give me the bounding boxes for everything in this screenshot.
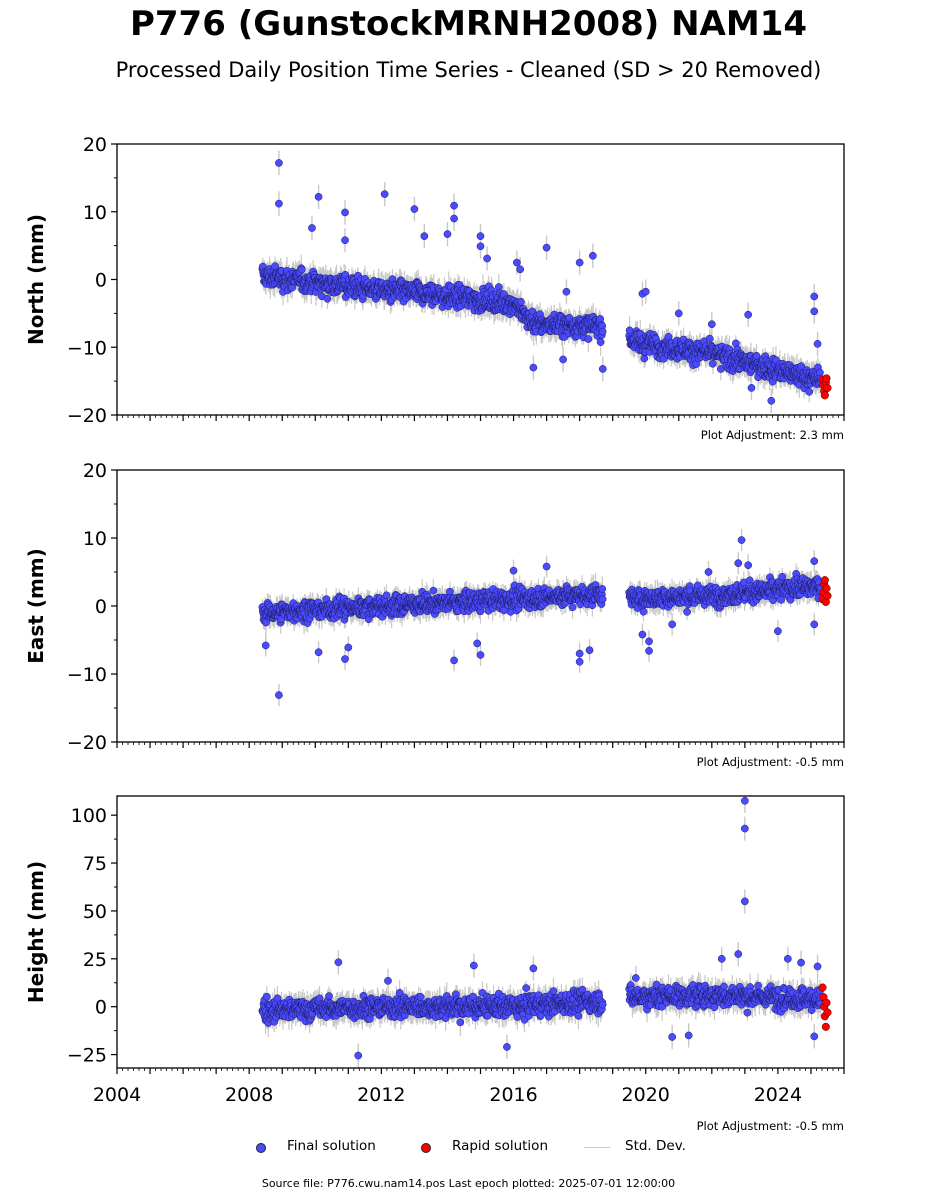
rapid-point bbox=[820, 391, 829, 400]
chart-title: P776 (GunstockMRNH2008) NAM14 bbox=[129, 4, 808, 44]
final-point-outlier bbox=[767, 396, 776, 405]
plot-adjustment-note: Plot Adjustment: 2.3 mm bbox=[701, 428, 844, 442]
final-point-outlier bbox=[744, 310, 753, 319]
final-point bbox=[625, 326, 634, 335]
final-point-outlier bbox=[810, 307, 819, 316]
final-point-outlier bbox=[380, 190, 389, 198]
final-point-outlier bbox=[275, 159, 283, 167]
rapid-point bbox=[822, 374, 831, 383]
final-point bbox=[705, 334, 714, 343]
y-tick-label: 10 bbox=[83, 202, 107, 224]
final-point-outlier bbox=[589, 251, 597, 260]
final-point-outlier bbox=[450, 201, 458, 210]
y-axis-label: North (mm) bbox=[24, 214, 48, 345]
y-tick-label: −10 bbox=[67, 337, 107, 359]
final-point-outlier bbox=[275, 199, 283, 208]
final-point bbox=[709, 359, 717, 368]
final-solution-points bbox=[258, 159, 825, 405]
y-tick-label: −20 bbox=[67, 405, 107, 427]
final-point-outlier bbox=[559, 355, 567, 364]
final-point-outlier bbox=[450, 214, 458, 223]
plot-area bbox=[258, 529, 832, 707]
final-point-outlier bbox=[341, 236, 349, 245]
final-point-outlier bbox=[529, 363, 538, 372]
final-point-outlier bbox=[420, 232, 429, 240]
y-tick-label: 0 bbox=[95, 270, 107, 292]
final-solution-points bbox=[258, 536, 825, 699]
final-point-outlier bbox=[513, 258, 521, 267]
final-point bbox=[596, 338, 605, 346]
final-point-outlier bbox=[476, 232, 485, 240]
final-point-outlier bbox=[575, 258, 584, 267]
final-point-outlier bbox=[483, 254, 491, 263]
final-point bbox=[517, 297, 525, 306]
chart-subtitle: Processed Daily Position Time Series - C… bbox=[115, 58, 822, 82]
final-point-outlier bbox=[476, 242, 485, 251]
final-point-outlier bbox=[562, 287, 571, 296]
final-point-outlier bbox=[598, 365, 607, 373]
final-point bbox=[598, 327, 607, 336]
final-point-outlier bbox=[341, 208, 349, 217]
final-point-outlier bbox=[314, 192, 323, 201]
final-point bbox=[752, 351, 761, 360]
final-point-outlier bbox=[542, 243, 551, 252]
final-point bbox=[297, 265, 306, 274]
final-point bbox=[323, 294, 332, 303]
final-point-outlier bbox=[443, 230, 452, 238]
rapid-point bbox=[823, 383, 832, 392]
final-point-outlier bbox=[747, 384, 756, 392]
final-point-outlier bbox=[810, 292, 819, 301]
final-point-outlier bbox=[707, 320, 716, 329]
plot-area bbox=[258, 150, 832, 413]
final-point bbox=[429, 586, 438, 595]
final-point bbox=[584, 335, 593, 343]
final-point-outlier bbox=[674, 309, 683, 318]
rapid-solution-points bbox=[818, 374, 832, 400]
y-tick-label: 20 bbox=[83, 134, 107, 156]
final-point-outlier bbox=[410, 205, 419, 213]
final-point bbox=[805, 387, 814, 396]
final-point-outlier bbox=[308, 224, 316, 232]
final-point-outlier bbox=[641, 287, 650, 296]
final-point-outlier bbox=[813, 340, 822, 348]
final-point bbox=[382, 591, 391, 600]
panel-north: −20 −10 0 10 20 North (mm) Plot Adjustment: 2.… bbox=[24, 134, 845, 442]
final-point-outlier bbox=[516, 265, 525, 274]
